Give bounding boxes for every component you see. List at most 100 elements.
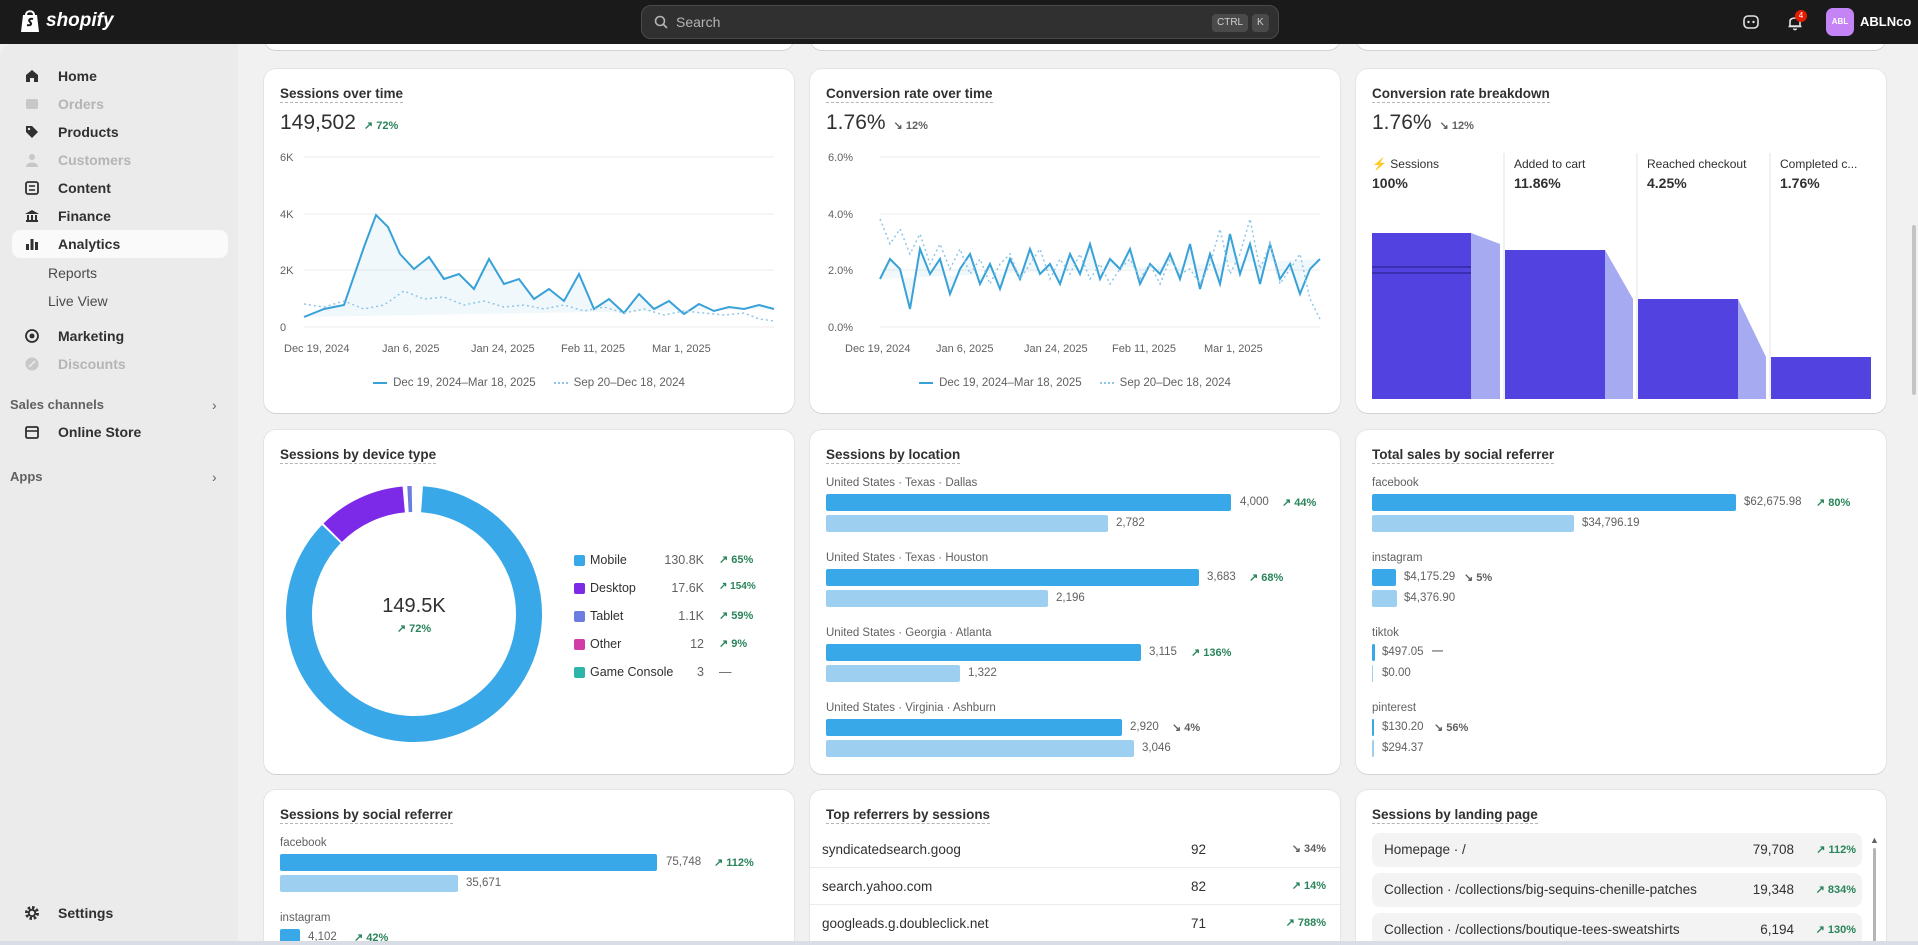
list-item[interactable]: Homepage · /79,708 ↗ 112% <box>1372 833 1862 867</box>
table-row[interactable]: syndicatedsearch.goog 92 ↘ 34% <box>810 832 1340 868</box>
sidebar-item-label: Content <box>58 180 111 196</box>
funnel-chart[interactable] <box>1356 69 1886 413</box>
card-title[interactable]: Conversion rate over time <box>826 86 993 103</box>
location-bar-previous[interactable] <box>826 665 960 682</box>
sales-bar-previous[interactable] <box>1372 740 1374 757</box>
location-bar-current[interactable] <box>826 494 1231 511</box>
sidebar-item-products[interactable]: Products <box>12 118 228 146</box>
funnel-bar-sessions[interactable] <box>1372 233 1471 399</box>
bar-value: $294.37 <box>1382 742 1424 754</box>
card-title[interactable]: Sessions by social referrer <box>280 807 453 824</box>
card-title[interactable]: Conversion rate breakdown <box>1372 86 1550 103</box>
donut-slice-mobile[interactable] <box>286 486 542 742</box>
list-scrollbar[interactable] <box>1873 848 1876 945</box>
location-bar-current[interactable] <box>826 644 1141 661</box>
table-row[interactable]: search.yahoo.com 82 ↗ 14% <box>810 869 1340 905</box>
legend-current[interactable]: Dec 19, 2024–Mar 18, 2025 <box>919 377 1082 389</box>
metric-change: ↗ 72% <box>363 120 399 132</box>
sales-bar-current[interactable] <box>1372 719 1374 736</box>
x-tick: Mar 1, 2025 <box>652 343 711 355</box>
sidebar-item-reports[interactable]: Reports <box>48 265 98 281</box>
sidebar-item-analytics[interactable]: Analytics <box>12 230 228 258</box>
sidebar-item-customers[interactable]: Customers <box>12 146 228 174</box>
device-row-mobile[interactable]: Mobile 130.8K ↗ 65% <box>574 552 774 570</box>
location-bar-previous[interactable] <box>826 515 1108 532</box>
sessions-bar-previous[interactable] <box>280 875 458 892</box>
sales-channels-heading[interactable]: Sales channels <box>10 397 104 412</box>
device-row-desktop[interactable]: Desktop 17.6K ↗ 154% <box>574 580 774 598</box>
funnel-step: Added to cart 11.86% <box>1514 157 1586 191</box>
sidebar-item-home[interactable]: Home <box>12 62 228 90</box>
page-scrollbar[interactable] <box>1912 225 1916 395</box>
sidebar-item-settings[interactable]: Settings <box>12 899 228 927</box>
search-bar[interactable]: Search CTRL K <box>641 5 1279 39</box>
device-donut-chart[interactable]: 149.5K ↗ 72% <box>284 484 544 744</box>
bar-value: $497.05 <box>1382 646 1424 658</box>
sidebar-item-content[interactable]: Content <box>12 174 228 202</box>
card-title[interactable]: Top referrers by sessions <box>826 807 991 824</box>
sidebar-item-label: Analytics <box>58 236 121 252</box>
table-row[interactable]: googleads.g.doubleclick.net 71 ↗ 788% <box>810 906 1340 942</box>
list-item[interactable]: Collection · /collections/big-sequins-ch… <box>1372 873 1862 907</box>
card-title[interactable]: Sessions by location <box>826 447 961 464</box>
legend-previous[interactable]: Sep 20–Dec 18, 2024 <box>1099 377 1231 389</box>
shopify-logo[interactable]: shopify <box>20 9 114 33</box>
sales-bar-current[interactable] <box>1372 569 1396 586</box>
bar-value: 2,196 <box>1056 592 1085 604</box>
location-bar-current[interactable] <box>826 719 1122 736</box>
sessions-line-chart[interactable]: 6K 4K 2K 0 Dec 19, 2024 Jan 6, 2025 Jan … <box>264 69 794 413</box>
notification-badge: 4 <box>1795 10 1807 22</box>
device-row-other[interactable]: Other 12 ↗ 9% <box>574 636 774 654</box>
funnel-bar-completed[interactable] <box>1771 357 1871 399</box>
sales-bar-previous[interactable] <box>1372 515 1574 532</box>
chevron-right-icon[interactable]: › <box>212 469 217 485</box>
location-bar-previous[interactable] <box>826 590 1048 607</box>
sessions-bar-current[interactable] <box>280 854 657 871</box>
sidebar-item-discounts[interactable]: Discounts <box>12 350 228 378</box>
location-bar-previous[interactable] <box>826 740 1134 757</box>
chevron-right-icon[interactable]: › <box>212 397 217 413</box>
store-name[interactable]: ABLNco <box>1860 14 1912 29</box>
discount-icon <box>22 356 42 372</box>
avatar[interactable]: ABL <box>1826 8 1854 36</box>
sidebar-item-orders[interactable]: Orders <box>12 90 228 118</box>
device-row-game-console[interactable]: Game Console 3— <box>574 664 774 682</box>
card-partial <box>810 44 1340 50</box>
scroll-up-icon[interactable]: ▲ <box>1870 835 1879 845</box>
donut-total: 149.5K <box>382 595 446 617</box>
sales-bar-current[interactable] <box>1372 494 1736 511</box>
y-tick: 0.0% <box>828 322 853 334</box>
sales-bar-current[interactable] <box>1372 644 1375 661</box>
legend-current[interactable]: Dec 19, 2024–Mar 18, 2025 <box>373 377 536 389</box>
location-bar-current[interactable] <box>826 569 1199 586</box>
device-row-tablet[interactable]: Tablet 1.1K ↗ 59% <box>574 608 774 626</box>
sessions-step-icon: ⚡ <box>1372 157 1387 171</box>
list-item[interactable]: Collection · /collections/boutique-tees-… <box>1372 913 1862 945</box>
sidebar-item-live-view[interactable]: Live View <box>48 293 108 309</box>
metric-value: 1.76% <box>1372 111 1432 134</box>
card-title[interactable]: Sessions by landing page <box>1372 807 1538 824</box>
sidebar-item-marketing[interactable]: Marketing <box>12 322 228 350</box>
conversion-line-chart[interactable]: 6.0% 4.0% 2.0% 0.0% Dec 19, 2024 Jan 6, … <box>810 69 1340 413</box>
window-bottom-edge <box>0 941 1918 945</box>
bar-change: ↗ 44% <box>1282 497 1317 509</box>
store-face-icon[interactable] <box>1741 12 1761 32</box>
bar-change: ↘ 4% <box>1172 722 1201 734</box>
metric-change: ↘ 12% <box>1439 120 1474 132</box>
legend-previous[interactable]: Sep 20–Dec 18, 2024 <box>553 377 685 389</box>
sessions-over-time-card: Sessions over time 149,502 ↗ 72% 6K 4K 2… <box>264 69 794 413</box>
card-title[interactable]: Sessions by device type <box>280 447 437 464</box>
sales-bar-previous[interactable] <box>1372 590 1397 607</box>
funnel-bar-added-to-cart[interactable] <box>1505 250 1605 399</box>
card-title[interactable]: Sessions over time <box>280 86 404 103</box>
bar-value: $62,675.98 <box>1744 496 1802 508</box>
apps-heading[interactable]: Apps <box>10 469 43 484</box>
funnel-bar-reached-checkout[interactable] <box>1638 299 1738 399</box>
conversion-breakdown-card: Conversion rate breakdown 1.76% ↘ 12% ⚡ … <box>1356 69 1886 413</box>
metric-value-row: 1.76% ↘ 12% <box>826 111 928 135</box>
sidebar-item-finance[interactable]: Finance <box>12 202 228 230</box>
sidebar-item-online-store[interactable]: Online Store <box>12 418 228 446</box>
card-title[interactable]: Total sales by social referrer <box>1372 447 1555 464</box>
sales-bar-previous[interactable] <box>1372 665 1373 682</box>
chart-legend: Dec 19, 2024–Mar 18, 2025 Sep 20–Dec 18,… <box>264 377 794 389</box>
